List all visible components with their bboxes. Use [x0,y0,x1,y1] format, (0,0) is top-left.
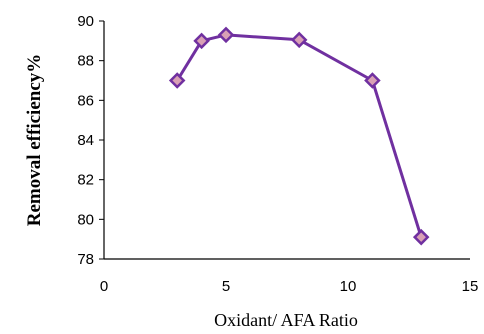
y-axis-label: Removal efficiency% [24,54,45,227]
y-tick-label: 86 [77,92,94,109]
x-tick-label: 0 [100,278,108,295]
data-series [168,26,430,246]
y-tick-label: 80 [77,211,94,228]
y-tick-label: 88 [77,53,94,70]
x-axis-label: Oxidant/ AFA Ratio [214,310,358,330]
data-point-marker [412,228,430,246]
x-tick-label: 15 [462,278,479,295]
x-tick-label: 10 [340,278,357,295]
data-point-marker [217,26,235,44]
tick-labels: 78 80 82 84 86 88 90 0 5 10 15 [77,13,478,295]
y-tick-label: 90 [77,13,94,30]
data-point-marker [193,32,210,50]
x-tick-label: 5 [222,278,230,295]
data-point-marker [168,72,186,89]
series-line [175,33,423,238]
axes [99,20,470,260]
data-point-marker [290,31,308,49]
data-point-marker [364,72,381,89]
y-tick-label: 82 [77,172,94,189]
y-tick-label: 78 [77,251,94,268]
y-tick-label: 84 [77,132,94,149]
